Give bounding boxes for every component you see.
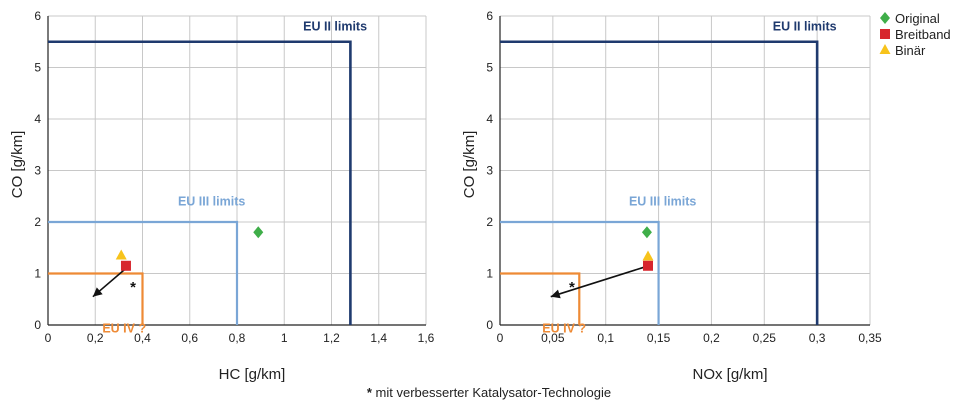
x-tick-label: 0,1 <box>597 331 614 345</box>
limit-box-eu2 <box>500 40 819 325</box>
x-tick-label: 0,25 <box>753 331 777 345</box>
limit-label-eu4: EU IV ? <box>542 322 586 336</box>
x-tick-label: 0,2 <box>703 331 720 345</box>
footnote-text: mit verbesserter Katalysator-Technologie <box>372 385 611 400</box>
data-point-breitband <box>120 260 131 271</box>
y-tick-label: 3 <box>34 164 41 178</box>
chart-nox-vs-co: 0 0,05 0,1 0,15 0,2 0,25 0,3 0,35 0 1 2 3 4 5 6 NOx [g/… <box>461 9 882 383</box>
x-tick-label: 0,4 <box>134 331 151 345</box>
legend-marker-triangle <box>879 44 891 54</box>
x-tick-label: 0,35 <box>858 331 882 345</box>
y-axis-title: CO [g/km] <box>461 131 478 199</box>
x-tick-label: 0 <box>45 331 52 345</box>
data-point-binr <box>115 249 127 260</box>
y-tick-label: 6 <box>486 9 493 23</box>
limit-label-eu4: EU IV ? <box>102 322 146 336</box>
x-axis-title: NOx [g/km] <box>692 366 767 383</box>
x-tick-label: 1,2 <box>323 331 340 345</box>
data-point-breitband <box>643 260 653 271</box>
x-tick-label: 0,3 <box>809 331 826 345</box>
y-tick-label: 6 <box>34 9 41 23</box>
y-tick-label: 5 <box>34 61 41 75</box>
data-point-original <box>641 226 652 239</box>
x-tick-label: 0,05 <box>541 331 565 345</box>
legend-label: Breitband <box>895 27 951 42</box>
y-tick-label: 1 <box>486 267 493 281</box>
arrow-note: * <box>130 279 136 296</box>
limit-box-eu3 <box>500 220 660 325</box>
data-point-binr <box>642 250 654 261</box>
legend-marker-square <box>880 29 890 39</box>
limit-label-eu2: EU II limits <box>303 19 367 33</box>
improvement-arrow-head <box>92 287 103 297</box>
legend-label: Binär <box>895 43 926 58</box>
y-tick-label: 3 <box>486 164 493 178</box>
legend-marker-diamond <box>880 12 890 24</box>
y-tick-label: 4 <box>34 112 41 126</box>
footnote-star: * <box>367 385 373 400</box>
y-tick-label: 0 <box>486 318 493 332</box>
arrow-note: * <box>569 279 575 296</box>
y-tick-label: 2 <box>34 215 41 229</box>
x-tick-label: 1 <box>281 331 288 345</box>
x-tick-label: 1,4 <box>370 331 387 345</box>
x-tick-label: 0,2 <box>87 331 104 345</box>
y-tick-label: 2 <box>486 215 493 229</box>
x-tick-label: 0 <box>497 331 504 345</box>
limit-box-eu2 <box>48 40 352 325</box>
footnote: * mit verbesserter Katalysator-Technolog… <box>367 385 611 400</box>
chart-hc-vs-co: 0 0,2 0,4 0,6 0,8 1 1,2 1,4 1,6 0 1 2 3 4 5 6 HC [g/km] C… <box>9 9 435 383</box>
x-tick-label: 0,8 <box>229 331 246 345</box>
improvement-arrow-line <box>550 266 645 298</box>
y-tick-label: 1 <box>34 267 41 281</box>
improvement-arrow-head <box>550 289 561 299</box>
limit-box-eu4 <box>500 272 581 325</box>
y-tick-label: 0 <box>34 318 41 332</box>
limit-box-eu3 <box>48 220 239 325</box>
x-tick-label: 0,15 <box>647 331 671 345</box>
y-axis-title: CO [g/km] <box>9 131 26 199</box>
limit-label-eu3: EU III limits <box>629 195 696 209</box>
data-point-original <box>253 226 264 239</box>
x-axis-title: HC [g/km] <box>219 366 286 383</box>
limit-label-eu3: EU III limits <box>178 195 245 209</box>
legend-label: Original <box>895 11 940 26</box>
y-tick-label: 5 <box>486 61 493 75</box>
x-tick-label: 0,6 <box>181 331 198 345</box>
limit-label-eu2: EU II limits <box>773 19 837 33</box>
limit-box-eu4 <box>48 272 144 325</box>
y-tick-label: 4 <box>486 112 493 126</box>
x-tick-label: 1,6 <box>418 331 435 345</box>
